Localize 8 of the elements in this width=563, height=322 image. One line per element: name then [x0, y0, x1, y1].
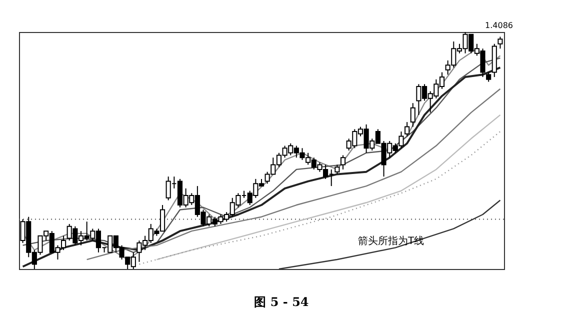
caption: 图 5 - 54 [253, 294, 310, 311]
candlestick [498, 36, 503, 50]
candlestick [334, 164, 340, 175]
text: 1.4086 [485, 21, 513, 30]
candlestick [486, 72, 492, 82]
candlestick [404, 122, 410, 137]
candlestick [340, 154, 346, 170]
candlestick [410, 102, 416, 128]
